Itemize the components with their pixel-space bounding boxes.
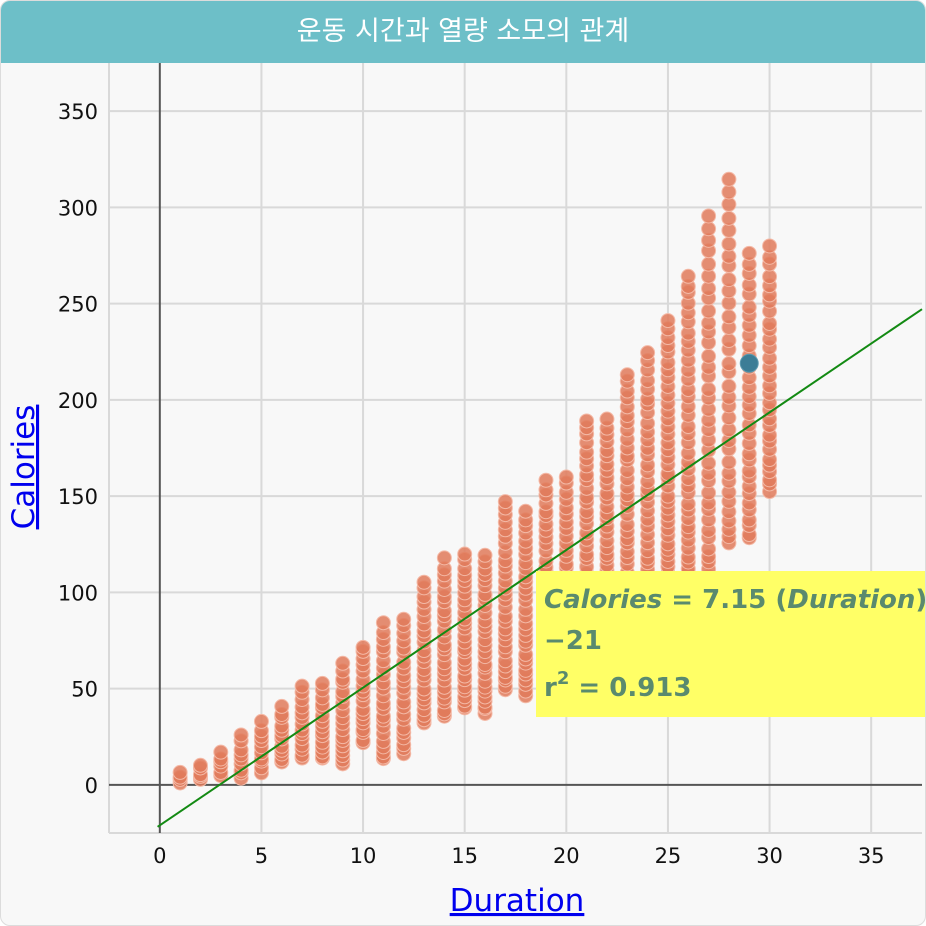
- data-point: [172, 764, 188, 780]
- x-tick-label: 35: [858, 844, 885, 868]
- y-tick-label: 300: [58, 196, 98, 220]
- r-label: r: [544, 673, 557, 703]
- data-point: [274, 698, 290, 714]
- x-tick-label: 30: [756, 844, 783, 868]
- data-point: [721, 184, 737, 200]
- data-point: [558, 469, 574, 485]
- equation-close: ): [915, 585, 926, 615]
- equation-box: [536, 571, 925, 717]
- data-point: [741, 245, 757, 261]
- data-point: [579, 413, 595, 429]
- data-point: [701, 381, 717, 397]
- r-value: = 0.913: [569, 673, 691, 703]
- trend-line-group: [157, 308, 923, 828]
- data-point: [314, 675, 330, 691]
- x-tick-label: 25: [655, 844, 682, 868]
- y-tick-label: 200: [58, 389, 98, 413]
- x-tick-label: 15: [451, 844, 478, 868]
- data-point: [518, 503, 534, 519]
- r-squared: r2 = 0.913: [544, 668, 692, 703]
- data-point: [335, 655, 351, 671]
- data-point: [701, 221, 717, 237]
- data-point: [416, 574, 432, 590]
- y-tick-label: 250: [58, 293, 98, 317]
- y-tick-label: 50: [71, 678, 98, 702]
- data-point: [741, 299, 757, 315]
- data-point: [721, 454, 737, 470]
- data-point: [396, 611, 412, 627]
- x-tick-label: 20: [553, 844, 580, 868]
- data-point: [294, 678, 310, 694]
- data-point: [436, 550, 452, 566]
- data-point: [721, 333, 737, 349]
- data-point: [721, 171, 737, 187]
- data-point: [721, 309, 737, 325]
- axes: [109, 63, 922, 833]
- data-point: [721, 356, 737, 372]
- x-tick-label: 5: [255, 844, 268, 868]
- x-tick-label: 10: [350, 844, 377, 868]
- y-tick-label: 150: [58, 485, 98, 509]
- data-point: [701, 256, 717, 272]
- y-axis-title[interactable]: Calories: [6, 405, 42, 530]
- x-tick-label: 0: [153, 844, 166, 868]
- data-point: [721, 272, 737, 288]
- equation-x-var: Duration: [787, 585, 915, 615]
- data-point: [253, 713, 269, 729]
- y-tick-label: 350: [58, 100, 98, 124]
- data-point: [497, 494, 513, 510]
- data-point: [701, 208, 717, 224]
- equation-y-var: Calories: [544, 585, 662, 615]
- regression-intercept: −21: [544, 626, 602, 656]
- data-point: [599, 411, 615, 427]
- x-axis-title[interactable]: Duration: [450, 883, 585, 919]
- y-tick-label: 0: [85, 774, 98, 798]
- grid-lines: [108, 63, 922, 834]
- data-point: [355, 639, 371, 655]
- trend-line: [157, 308, 923, 828]
- data-point: [538, 472, 554, 488]
- data-point: [213, 744, 229, 760]
- data-point: [619, 367, 635, 383]
- data-point: [680, 268, 696, 284]
- data-point: [701, 303, 717, 319]
- highlighted-point: [739, 353, 759, 373]
- data-point: [762, 238, 778, 254]
- data-point: [660, 313, 676, 329]
- regression-equation: Calories = 7.15 (Duration): [544, 585, 926, 615]
- y-tick-label: 100: [58, 581, 98, 605]
- data-point: [762, 269, 778, 285]
- data-point: [192, 757, 208, 773]
- data-point: [701, 348, 717, 364]
- data-point: [640, 345, 656, 361]
- data-point: [721, 236, 737, 252]
- data-point: [721, 210, 737, 226]
- equation-slope: = 7.15 (: [662, 585, 787, 615]
- data-point: [477, 547, 493, 563]
- data-point: [457, 546, 473, 562]
- data-point: [701, 455, 717, 471]
- data-point: [721, 378, 737, 394]
- data-point: [375, 615, 391, 631]
- chart-title: 운동 시간과 열량 소모의 관계: [1, 1, 925, 63]
- r-exponent: 2: [557, 668, 570, 689]
- data-point: [233, 727, 249, 743]
